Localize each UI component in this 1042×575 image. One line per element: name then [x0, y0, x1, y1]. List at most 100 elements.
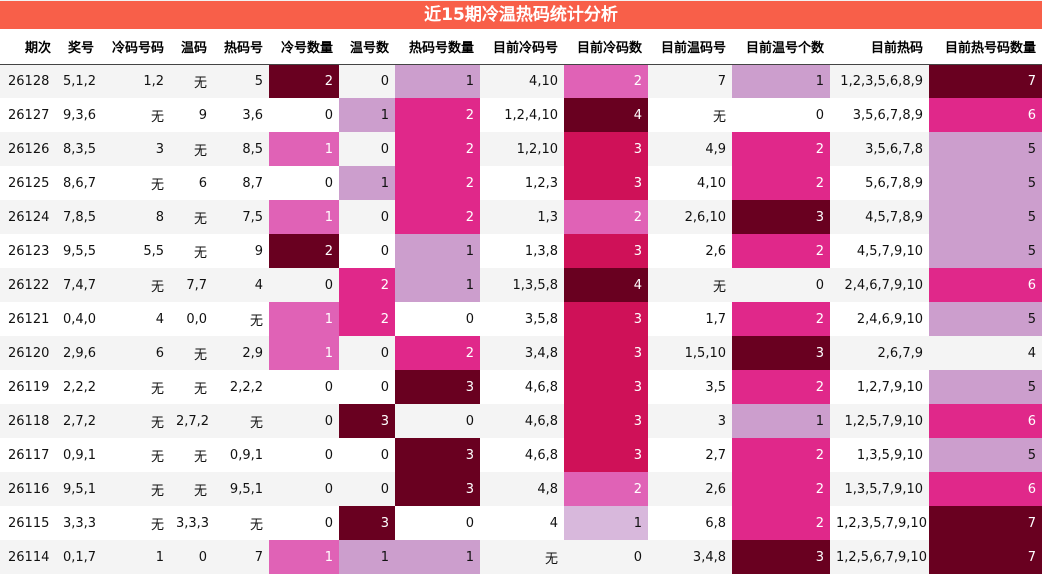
cell-draw: 0,4,0	[57, 302, 100, 336]
cell-cur-hot-n: 5	[929, 234, 1042, 268]
cell-hot-n: 3	[395, 438, 480, 472]
cell-cur-warm: 3,4,8	[648, 540, 732, 574]
cell-period: 26121	[0, 302, 57, 336]
cell-cold: 无	[100, 472, 170, 506]
cell-cur-cold: 1,3	[480, 200, 564, 234]
cell-warm: 无	[170, 200, 213, 234]
cell-hot: 4	[213, 268, 269, 302]
cell-cur-warm: 7	[648, 64, 732, 98]
cell-draw: 3,3,3	[57, 506, 100, 540]
stats-table: 期次 奖号 冷码号码 温码 热码号 冷号数量 温号数 热码号数量 目前冷码号 目前冷码数 目前温码号…	[0, 29, 1042, 574]
table-row: 26119 2,2,2 无无 2,2,2 0 0 3 4,6,8 3 3,5 2 1,2,7,9,10…	[0, 370, 1042, 404]
cell-hot: 2,9	[213, 336, 269, 370]
cell-hot-n: 2	[395, 98, 480, 132]
cell-period: 26114	[0, 540, 57, 574]
cell-cur-warm-n: 0	[732, 268, 830, 302]
cell-cold: 无	[100, 438, 170, 472]
cell-warm: 无	[170, 438, 213, 472]
cell-cur-hot: 3,5,6,7,8,9	[830, 98, 929, 132]
cell-hot: 8,5	[213, 132, 269, 166]
cell-cur-warm-n: 1	[732, 404, 830, 438]
cell-period: 26124	[0, 200, 57, 234]
cell-cur-hot-n: 5	[929, 438, 1042, 472]
cell-cur-warm-n: 2	[732, 234, 830, 268]
cell-hot-n: 1	[395, 234, 480, 268]
cell-draw: 7,8,5	[57, 200, 100, 234]
cell-hot-n: 3	[395, 370, 480, 404]
cell-warm-n: 0	[339, 336, 395, 370]
cell-cur-hot: 1,3,5,9,10	[830, 438, 929, 472]
column-header: 目前冷码号	[480, 29, 564, 65]
cell-warm: 无	[170, 64, 213, 98]
cell-warm: 0	[170, 540, 213, 574]
cell-cold: 6	[100, 336, 170, 370]
cell-cold-n: 0	[269, 268, 339, 302]
cell-hot-n: 1	[395, 540, 480, 574]
cell-period: 26125	[0, 166, 57, 200]
cell-warm-n: 0	[339, 472, 395, 506]
cell-cur-cold-n: 4	[564, 268, 648, 302]
table-row: 26122 7,4,7 无 7,7 4 0 2 1 1,3,5,8 4 无 0 2,4,6,7,9,10…	[0, 268, 1042, 302]
cell-cur-hot: 2,4,6,9,10	[830, 302, 929, 336]
cell-warm: 7,7	[170, 268, 213, 302]
cell-warm-n: 0	[339, 234, 395, 268]
header-row: 期次 奖号 冷码号码 温码 热码号 冷号数量 温号数 热码号数量 目前冷码号 目前冷码数 目前温码号…	[0, 29, 1042, 65]
cell-cold: 4	[100, 302, 170, 336]
cell-cur-hot: 1,2,3,5,6,8,9	[830, 64, 929, 98]
table-row: 26127 9,3,6 无 9 3,6 0 1 2 1,2,4,10 4 无 0 3,5,6,7,8,9…	[0, 98, 1042, 132]
cell-cur-warm: 无	[648, 268, 732, 302]
cell-cur-cold-n: 0	[564, 540, 648, 574]
cell-draw: 2,7,2	[57, 404, 100, 438]
table-row: 26128 5,1,2 1,2 无 5 2 0 1 4,10 2 7 1 1,2,3,5,6,8,9 7	[0, 64, 1042, 98]
cell-cold-n: 1	[269, 200, 339, 234]
cell-warm: 无	[170, 370, 213, 404]
table-row: 26118 2,7,2 无 2,7,2 无 0 3 0 4,6,8 3 3 1 1,2,5,7,9,10…	[0, 404, 1042, 438]
cell-hot-n: 0	[395, 302, 480, 336]
cell-cur-hot: 5,6,7,8,9	[830, 166, 929, 200]
cell-cold: 1	[100, 540, 170, 574]
cell-period: 26115	[0, 506, 57, 540]
cell-warm-n: 3	[339, 506, 395, 540]
cell-warm: 无	[170, 234, 213, 268]
cell-cur-hot: 1,2,5,6,7,9,10	[830, 540, 929, 574]
cell-warm-n: 0	[339, 64, 395, 98]
cell-cold-n: 0	[269, 438, 339, 472]
cell-cold-n: 1	[269, 302, 339, 336]
cell-cur-cold: 4,6,8	[480, 370, 564, 404]
cell-cur-warm-n: 2	[732, 472, 830, 506]
cell-cold-n: 0	[269, 166, 339, 200]
cell-draw: 8,3,5	[57, 132, 100, 166]
cell-period: 26120	[0, 336, 57, 370]
cell-cur-warm-n: 0	[732, 98, 830, 132]
cell-warm-n: 2	[339, 268, 395, 302]
column-header: 温码	[170, 29, 213, 65]
cell-draw: 0,9,1	[57, 438, 100, 472]
cell-hot: 8,7	[213, 166, 269, 200]
cell-hot: 9	[213, 234, 269, 268]
cell-cur-cold: 4,10	[480, 64, 564, 98]
cell-draw: 5,1,2	[57, 64, 100, 98]
cell-warm-n: 0	[339, 200, 395, 234]
table-row: 26124 7,8,5 8 无 7,5 1 0 2 1,3 2 2,6,10 3 4,5,7,8,9 5	[0, 200, 1042, 234]
cell-cur-hot-n: 6	[929, 98, 1042, 132]
column-header: 热码号	[213, 29, 269, 65]
table-title: 近15期冷温热码统计分析	[0, 0, 1042, 29]
cell-cur-hot-n: 5	[929, 166, 1042, 200]
cell-draw: 2,9,6	[57, 336, 100, 370]
cell-warm: 2,7,2	[170, 404, 213, 438]
cell-hot: 无	[213, 404, 269, 438]
column-header: 目前温号个数	[732, 29, 830, 65]
cell-hot-n: 2	[395, 132, 480, 166]
cell-cur-hot-n: 7	[929, 506, 1042, 540]
cell-warm: 0,0	[170, 302, 213, 336]
cell-cur-cold: 1,3,5,8	[480, 268, 564, 302]
cell-cold-n: 0	[269, 98, 339, 132]
cell-cur-cold: 1,2,4,10	[480, 98, 564, 132]
cell-period: 26123	[0, 234, 57, 268]
cell-cur-hot: 3,5,6,7,8	[830, 132, 929, 166]
cell-draw: 9,5,5	[57, 234, 100, 268]
cell-cur-cold: 4,6,8	[480, 404, 564, 438]
cell-cur-hot: 2,6,7,9	[830, 336, 929, 370]
cell-hot-n: 0	[395, 404, 480, 438]
table-row: 26115 3,3,3 无 3,3,3 无 0 3 0 4 1 6,8 2 1,2,3,5,7,9,10…	[0, 506, 1042, 540]
